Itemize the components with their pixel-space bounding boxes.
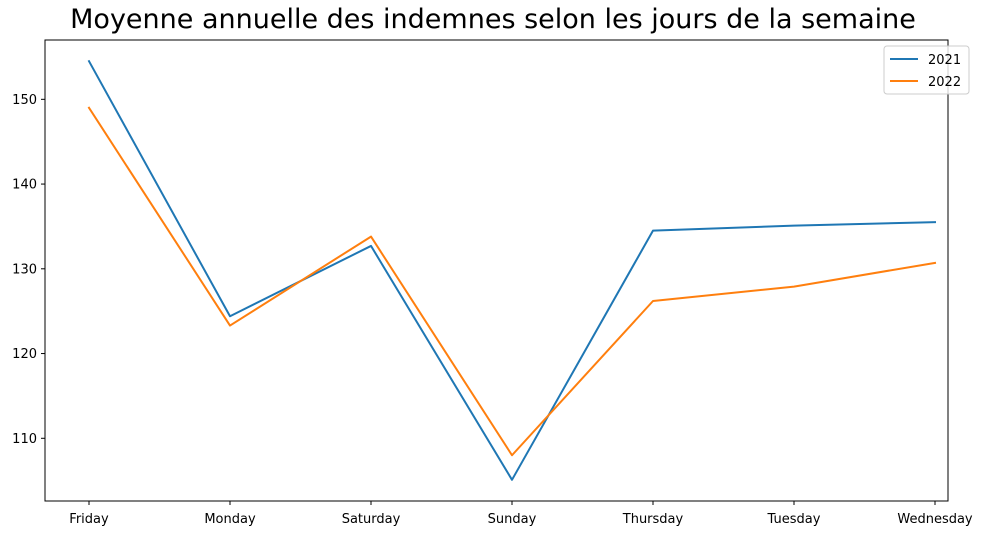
legend-label-2022: 2022 (928, 75, 961, 90)
x-axis: Friday Monday Saturday Sunday Thursday Tuesda… (69, 501, 973, 527)
y-tick-label: 140 (12, 178, 37, 193)
x-tick-label: Thursday (622, 512, 684, 527)
y-axis: 110 120 130 140 150 (12, 93, 45, 447)
series-layer (87, 59, 937, 481)
chart-title: Moyenne annuelle des indemnes selon les … (70, 4, 916, 35)
x-tick-label: Friday (69, 512, 109, 527)
y-tick-label: 120 (12, 347, 37, 362)
x-tick-label: Monday (204, 512, 256, 527)
series-line-2021 (87, 59, 937, 481)
y-tick-label: 110 (12, 432, 37, 447)
legend-label-2021: 2021 (928, 53, 961, 68)
x-tick-label: Sunday (488, 512, 537, 527)
x-tick-label: Saturday (342, 512, 401, 527)
y-tick-label: 130 (12, 262, 37, 277)
x-tick-label: Tuesday (767, 512, 821, 527)
legend: 2021 2022 (883, 45, 970, 95)
series-line-2022 (87, 106, 937, 457)
y-tick-label: 150 (12, 93, 37, 108)
x-tick-label: Wednesday (897, 512, 973, 527)
plot-frame (44, 39, 949, 502)
